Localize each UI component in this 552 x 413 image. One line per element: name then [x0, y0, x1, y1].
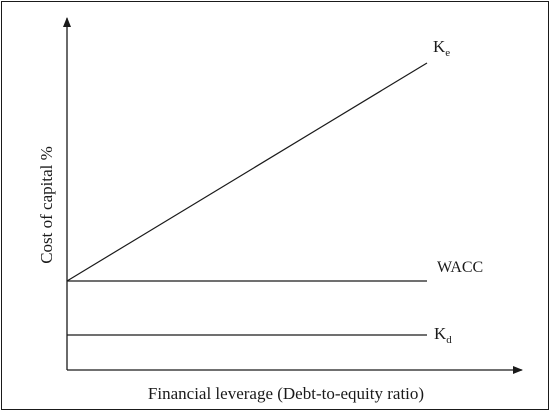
ke-label-main: K [433, 37, 446, 56]
ke-line [66, 62, 428, 282]
wacc-label: WACC [437, 259, 483, 276]
kd-label-sub: d [446, 334, 452, 346]
ke-label-sub: e [445, 47, 450, 59]
x-axis-label: Financial leverage (Debt-to-equity ratio… [148, 384, 424, 403]
y-axis-label: Cost of capital % [37, 146, 56, 264]
kd-label: Kd [434, 324, 452, 346]
ke-label: Ke [433, 37, 450, 59]
kd-label-main: K [434, 324, 447, 343]
